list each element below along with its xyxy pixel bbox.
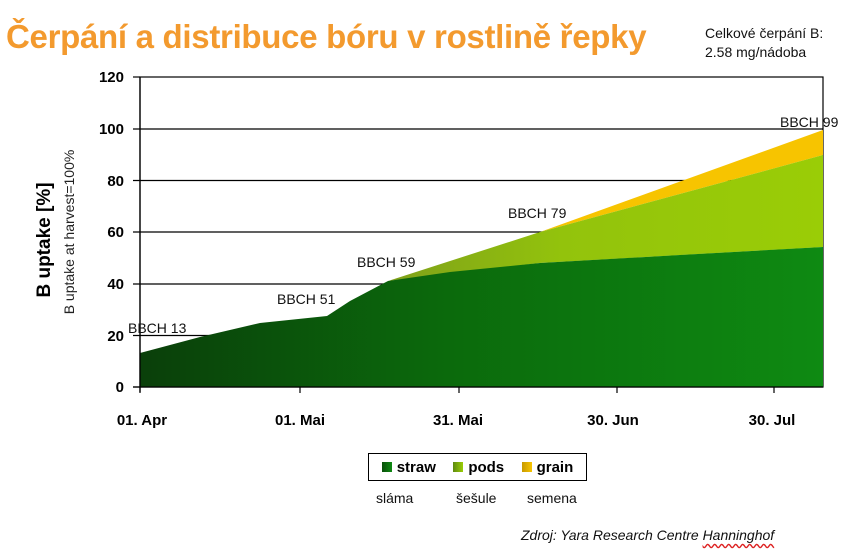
annotation-bbch51: BBCH 51 [277,291,336,307]
chart-legend: straw pods grain [368,453,587,481]
total-uptake-label: Celkové čerpání B: [705,25,824,41]
legend-item-straw: straw [381,458,436,476]
source-underlined: Hanninghof [702,527,775,543]
legend-label-grain: grain [536,458,574,476]
annotation-bbch59: BBCH 59 [357,254,416,270]
legend-sub-grain: semena [527,490,577,506]
y-tick-80: 80 [107,173,124,190]
legend-label-pods: pods [468,458,505,476]
legend-sub-straw: sláma [376,490,414,506]
y-tick-60: 60 [107,224,124,241]
annotation-bbch79: BBCH 79 [508,205,567,221]
straw-area [140,247,823,387]
source-prefix: Zdroj: Yara Research Centre [521,527,703,543]
total-uptake-note: Celkové čerpání B: 2.58 mg/nádoba [705,24,823,62]
y-axis-title: B uptake [%] [34,182,55,297]
x-tick-mai: 01. Mai [275,412,325,429]
x-tick-jul: 30. Jul [749,412,796,429]
y-tick-20: 20 [107,328,124,345]
pods-area [388,155,823,281]
total-uptake-value: 2.58 mg/nádoba [705,44,807,60]
legend-sub-pods: šešule [456,490,497,506]
grain-swatch-icon [521,462,532,472]
y-tick-labels: 0 20 40 60 80 100 120 [99,69,124,396]
source-note: Zdroj: Yara Research Centre Hanninghof [521,527,774,543]
x-tick-31-mai: 31. Mai [433,412,483,429]
legend-item-grain: grain [521,458,574,476]
x-tick-jun: 30. Jun [587,412,639,429]
x-tick-labels: 01. Apr 01. Mai 31. Mai 30. Jun 30. Jul [117,412,796,429]
pods-swatch-icon [453,462,464,472]
grain-area [540,130,823,232]
x-tick-apr: 01. Apr [117,412,167,429]
legend-label-straw: straw [396,458,436,476]
x-axis-ticks [139,387,775,393]
y-axis-subtitle: B uptake at harvest=100% [61,150,77,315]
y-tick-120: 120 [99,69,124,86]
annotation-bbch99: BBCH 99 [780,114,839,130]
y-tick-100: 100 [99,121,124,138]
page-title: Čerpání a distribuce bóru v rostlině řep… [6,18,647,55]
y-tick-40: 40 [107,276,124,293]
annotation-bbch13: BBCH 13 [128,320,187,336]
legend-item-pods: pods [453,459,504,476]
y-tick-0: 0 [116,379,124,396]
straw-swatch-icon [381,462,392,472]
